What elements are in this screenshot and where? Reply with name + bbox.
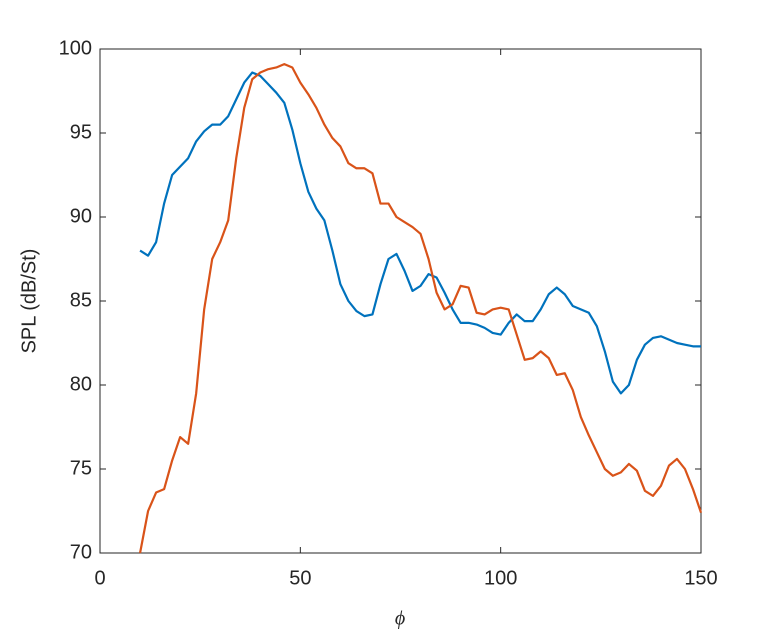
y-tick-label: 95: [70, 121, 92, 143]
x-tick-label: 50: [289, 567, 311, 589]
y-tick-label: 85: [70, 289, 92, 311]
y-tick-label: 90: [70, 205, 92, 227]
x-tick-label: 0: [94, 567, 105, 589]
y-tick-label: 80: [70, 373, 92, 395]
x-tick-label: 150: [684, 567, 717, 589]
y-tick-label: 100: [59, 37, 92, 59]
y-tick-label: 75: [70, 457, 92, 479]
plot-frame: [99, 48, 702, 554]
data-line: [139, 71, 701, 395]
data-line: [138, 63, 703, 554]
y-axis-label: SPL (dB/St): [18, 249, 40, 354]
y-tick-label: 70: [70, 541, 92, 563]
x-tick-label: 100: [484, 567, 517, 589]
x-axis-label: ϕ: [395, 608, 405, 630]
